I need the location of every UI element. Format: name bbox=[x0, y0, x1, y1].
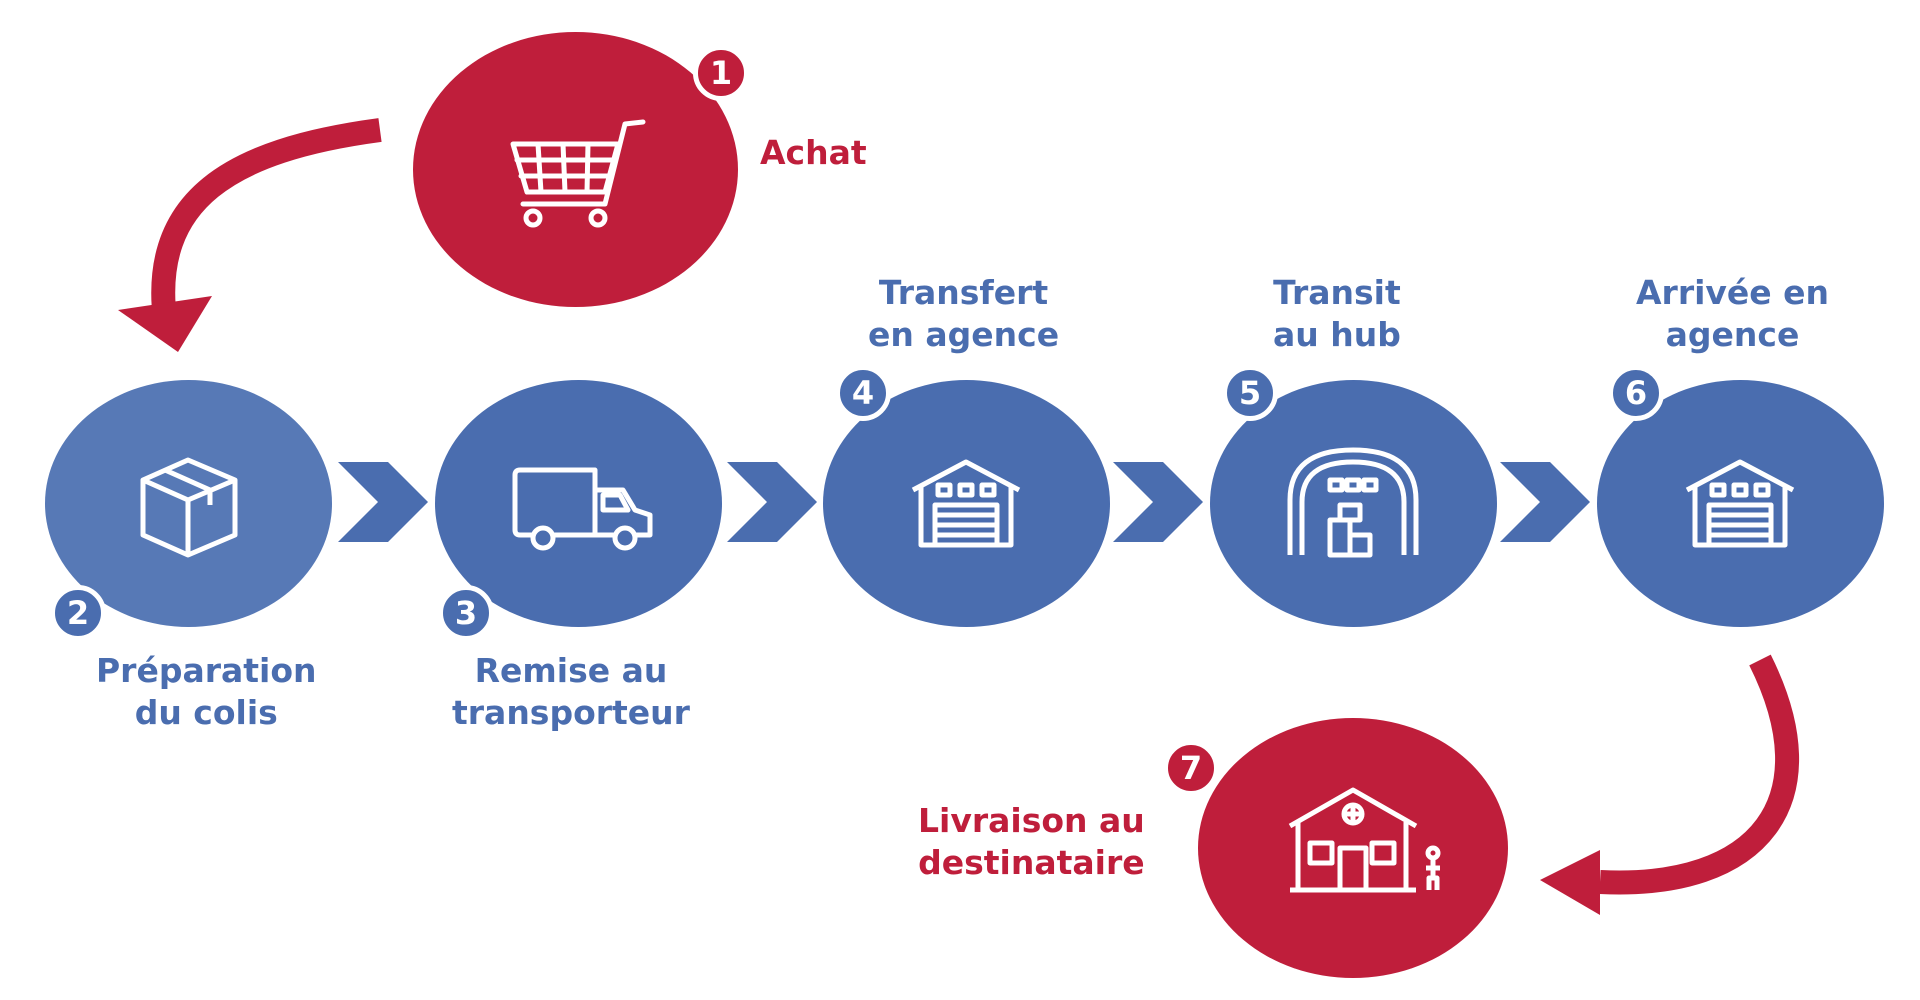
step-7-circle bbox=[1198, 718, 1508, 978]
step-5-label-line-1: Transit bbox=[1273, 273, 1401, 312]
step-6-circle bbox=[1597, 380, 1884, 627]
curved-arrow-6-to-7-head bbox=[1540, 850, 1600, 915]
warehouse-icon bbox=[911, 459, 1021, 548]
shopping-cart-icon bbox=[510, 119, 646, 228]
step-4-label-line-1: Transfert bbox=[878, 273, 1049, 312]
curved-arrow-1-to-2-head bbox=[118, 296, 212, 352]
step-1-label-line-1: Achat bbox=[760, 133, 867, 172]
step-3-label-line-2: transporteur bbox=[452, 693, 690, 732]
house-recipient-icon bbox=[1288, 787, 1441, 893]
step-2-label-line-2: du colis bbox=[134, 693, 278, 732]
step-3-label-line-1: Remise au bbox=[474, 651, 668, 690]
package-box-icon bbox=[140, 457, 238, 558]
step-5-label: Transit au hub bbox=[1273, 272, 1401, 356]
curved-arrow-1-to-2 bbox=[151, 118, 382, 322]
chevron-arrow-3-4 bbox=[727, 462, 817, 542]
step-4-label-line-2: en agence bbox=[868, 315, 1060, 354]
step-5-circle bbox=[1210, 380, 1497, 627]
chevron-arrow-2-3 bbox=[338, 462, 428, 542]
step-6-label: Arrivée en agence bbox=[1636, 272, 1829, 356]
step-1-label: Achat bbox=[760, 132, 867, 174]
chevron-arrow-4-5 bbox=[1113, 462, 1203, 542]
hangar-hub-icon bbox=[1287, 447, 1419, 558]
step-3-badge: 3 bbox=[438, 585, 494, 641]
step-1-circle bbox=[413, 32, 738, 307]
warehouse-icon bbox=[1685, 459, 1795, 548]
step-6-label-line-2: agence bbox=[1665, 315, 1800, 354]
step-7-badge: 7 bbox=[1163, 740, 1219, 796]
step-6-badge: 6 bbox=[1608, 365, 1664, 421]
step-3-label: Remise au transporteur bbox=[452, 650, 690, 734]
step-4-badge: 4 bbox=[835, 365, 891, 421]
step-5-badge: 5 bbox=[1222, 365, 1278, 421]
step-7-label-line-2: destinataire bbox=[918, 843, 1145, 882]
step-4-label: Transfert en agence bbox=[868, 272, 1059, 356]
step-5-label-line-2: au hub bbox=[1273, 315, 1401, 354]
step-2-label-line-1: Préparation bbox=[96, 651, 317, 690]
step-3-circle bbox=[435, 380, 722, 627]
step-2-label: Préparation du colis bbox=[96, 650, 317, 734]
chevron-arrow-5-6 bbox=[1500, 462, 1590, 542]
step-6-label-line-1: Arrivée en bbox=[1636, 273, 1830, 312]
delivery-truck-icon bbox=[512, 467, 653, 551]
step-7-label-line-1: Livraison au bbox=[918, 801, 1145, 840]
step-7-label: Livraison au destinataire bbox=[918, 800, 1145, 884]
step-1-badge: 1 bbox=[693, 45, 749, 101]
step-2-circle bbox=[45, 380, 332, 627]
step-2-badge: 2 bbox=[50, 585, 106, 641]
curved-arrow-6-to-7 bbox=[1599, 654, 1799, 895]
step-4-circle bbox=[823, 380, 1110, 627]
